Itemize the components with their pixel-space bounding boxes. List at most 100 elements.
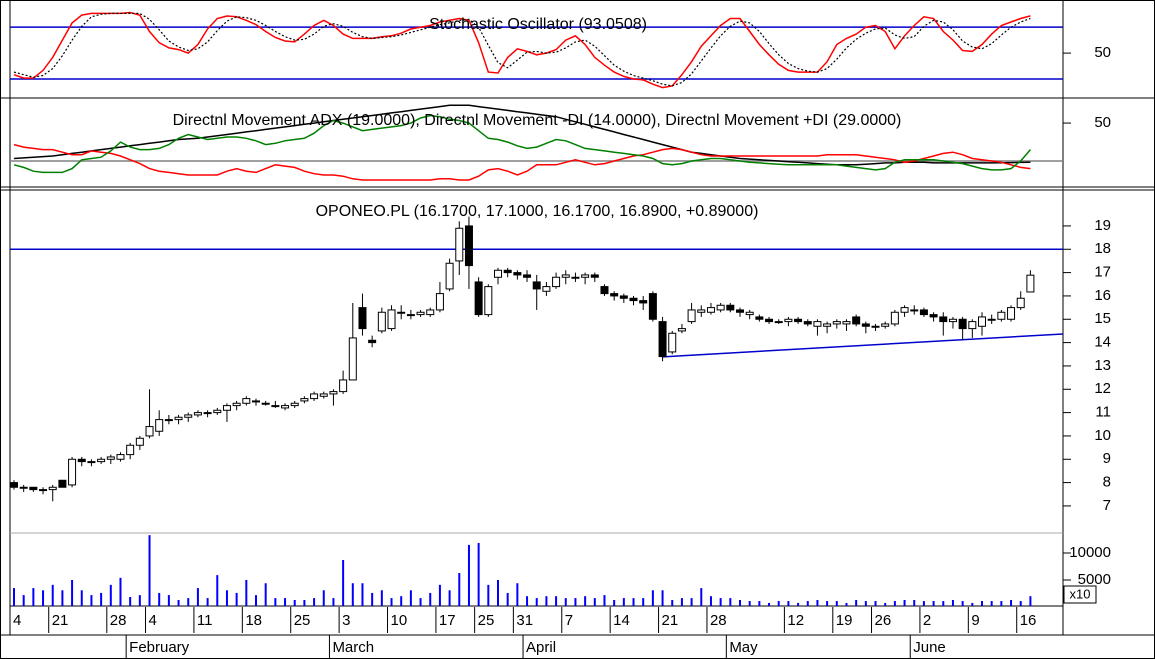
candle-body [823, 323, 832, 327]
indicator-line [13, 114, 1031, 174]
volume-bar [196, 588, 199, 606]
volume-bar [584, 596, 587, 606]
volume-bar [371, 592, 374, 606]
candle-body [348, 337, 357, 381]
y-tick-label: 13 [1094, 357, 1111, 374]
volume-bar [216, 575, 219, 606]
date-label: 26 [875, 612, 892, 629]
y-tick-label: 5000 [1078, 571, 1111, 588]
candle-body [77, 458, 86, 463]
volume-bar [700, 588, 703, 606]
candle-body [290, 402, 299, 407]
candle-body [416, 311, 425, 316]
volume-bar [71, 579, 74, 606]
candle-body [958, 318, 967, 330]
candle-body [948, 318, 957, 323]
volume-bar [719, 598, 722, 606]
candle-body [116, 454, 125, 460]
y-tick-label: 7 [1103, 497, 1111, 514]
y-tick-label: 12 [1094, 380, 1111, 397]
candle-body [58, 479, 67, 488]
volume-bar [1019, 601, 1022, 606]
volume-bar [826, 601, 829, 606]
date-label: 28 [110, 612, 127, 629]
candle-body [610, 293, 619, 297]
panel [13, 535, 1032, 606]
candle-body [358, 307, 367, 330]
volume-bar [313, 598, 316, 606]
date-label: 17 [439, 612, 456, 629]
candle-body [397, 311, 406, 314]
candle-body [890, 311, 899, 325]
candle-body [677, 328, 686, 332]
date-label: 9 [971, 612, 979, 629]
plot-layer: 50 50 7 8 9 10 11 12 13 14 15 16 17 18 19 5000 10000 x10 4… [9, 11, 1111, 659]
candle-body [765, 318, 774, 323]
candle-body [406, 314, 415, 317]
candle-body [29, 486, 38, 491]
candle-body [881, 323, 890, 327]
unit-label: x10 [1070, 586, 1091, 601]
candle-body [174, 416, 183, 421]
volume-bar [438, 584, 441, 606]
candle-body [571, 276, 580, 279]
volume-bar [671, 599, 674, 606]
candle-body [48, 486, 57, 491]
candle-body [252, 400, 260, 403]
candle-body [523, 274, 532, 278]
volume-bar [564, 598, 567, 606]
volume-bar [206, 598, 209, 606]
volume-bar [661, 590, 664, 606]
volume-bar [22, 595, 25, 606]
volume-bar [535, 598, 538, 606]
volume-bar [884, 602, 887, 606]
candle-body [619, 295, 628, 299]
y-tick-label: 50 [1094, 44, 1111, 61]
candle-body [271, 405, 280, 408]
date-label: 21 [662, 612, 679, 629]
volume-bar [467, 544, 470, 606]
candle-body [1016, 297, 1025, 309]
candle-body [222, 405, 231, 411]
date-label: 14 [613, 612, 630, 629]
volume-bar [516, 583, 519, 606]
candle-body [97, 458, 106, 463]
volume-bar [593, 598, 596, 606]
volume-bar [13, 588, 15, 606]
candle-body [377, 311, 386, 332]
date-label: 7 [565, 612, 573, 629]
date-label: 28 [710, 612, 727, 629]
volume-bar [709, 596, 712, 606]
candle-body [919, 309, 928, 316]
candle-body [755, 316, 764, 320]
candle-body [126, 444, 135, 456]
volume-bar [109, 584, 112, 606]
volume-bar [913, 599, 916, 606]
date-label: 21 [52, 612, 69, 629]
volume-bar [80, 590, 83, 606]
indicator-line [13, 12, 1031, 87]
volume-bar [458, 572, 461, 606]
candle-body [68, 458, 77, 486]
volume-bar [864, 601, 867, 606]
candle-body [232, 402, 241, 407]
candle-body [281, 405, 290, 409]
volume-bar [1000, 601, 1003, 606]
candle-body [639, 300, 648, 304]
volume-bar [729, 598, 732, 606]
candle-body [600, 286, 609, 295]
candle-body [474, 281, 483, 316]
volume-bar [255, 595, 257, 606]
volume-bar [419, 598, 422, 606]
candle-body [745, 311, 754, 316]
date-label: 4 [149, 612, 157, 629]
volume-bar [855, 599, 858, 606]
volume-bar [245, 579, 248, 606]
candle-body [135, 437, 144, 446]
candle-body [929, 314, 938, 318]
candle-body [484, 286, 493, 316]
candle-body [542, 286, 551, 292]
volume-bar [603, 595, 606, 606]
candle-body [658, 321, 667, 358]
